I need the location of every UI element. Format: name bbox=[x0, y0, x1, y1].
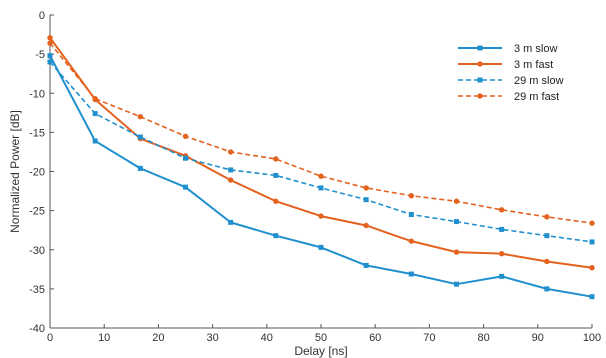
data-point bbox=[363, 197, 369, 203]
data-point bbox=[589, 265, 595, 271]
y-tick-label: -30 bbox=[29, 245, 45, 257]
data-point bbox=[408, 271, 414, 277]
x-tick-label: 40 bbox=[261, 332, 273, 344]
data-point bbox=[454, 219, 459, 225]
legend: 3 m slow 3 m fast 29 m slow 29 m fast bbox=[458, 43, 564, 103]
data-point bbox=[228, 167, 234, 173]
data-point bbox=[453, 249, 460, 255]
legend-label: 3 m fast bbox=[514, 59, 553, 71]
data-point bbox=[498, 250, 505, 257]
data-point bbox=[182, 133, 189, 139]
axes: 0 10 20 30 40 50 60 70 80 90 100 0 -5 -10 -15 -20 -25 -30… bbox=[29, 10, 601, 344]
x-tick-label: 50 bbox=[315, 332, 327, 344]
legend-marker bbox=[477, 45, 483, 51]
y-tick-label: -20 bbox=[29, 167, 45, 179]
data-point bbox=[273, 198, 279, 204]
legend-marker bbox=[477, 93, 483, 99]
x-tick-label: 100 bbox=[583, 332, 601, 344]
data-point bbox=[544, 286, 550, 292]
series-layer bbox=[47, 34, 595, 300]
data-point bbox=[589, 294, 595, 300]
x-tick-label: 20 bbox=[152, 332, 164, 344]
data-point bbox=[318, 213, 324, 219]
series-0 bbox=[47, 53, 595, 300]
data-point bbox=[137, 134, 143, 140]
y-tick-label: -10 bbox=[29, 88, 45, 100]
legend-label: 3 m slow bbox=[514, 43, 557, 55]
data-point bbox=[318, 173, 324, 179]
y-tick-label: -35 bbox=[29, 284, 45, 296]
data-point bbox=[453, 198, 460, 204]
data-point bbox=[47, 59, 53, 65]
x-tick-label: 60 bbox=[369, 332, 381, 344]
legend-label: 29 m fast bbox=[514, 91, 559, 103]
data-point bbox=[454, 281, 459, 287]
plot-background bbox=[50, 15, 592, 328]
data-point bbox=[183, 184, 188, 190]
x-tick-label: 70 bbox=[423, 332, 435, 344]
data-point bbox=[363, 222, 369, 229]
data-point bbox=[227, 149, 234, 155]
data-point bbox=[499, 226, 505, 232]
y-tick-label: -25 bbox=[29, 206, 45, 218]
data-point bbox=[544, 214, 550, 220]
data-point bbox=[227, 177, 234, 183]
data-point bbox=[92, 138, 98, 144]
data-point bbox=[363, 262, 369, 268]
data-point bbox=[273, 172, 279, 178]
y-tick-label: 0 bbox=[39, 10, 45, 22]
x-tick-label: 30 bbox=[206, 332, 218, 344]
data-point bbox=[499, 273, 505, 279]
data-point bbox=[363, 185, 369, 191]
data-point bbox=[273, 233, 279, 239]
data-point bbox=[544, 233, 550, 239]
y-tick-label: -40 bbox=[29, 323, 45, 335]
series-3 bbox=[47, 40, 595, 226]
data-point bbox=[47, 40, 53, 46]
data-point bbox=[318, 185, 324, 191]
y-tick-label: -15 bbox=[29, 127, 45, 139]
data-point bbox=[137, 114, 144, 120]
plot-area bbox=[50, 15, 592, 328]
x-axis-label: Delay [ns] bbox=[294, 344, 347, 358]
legend-marker bbox=[477, 77, 483, 83]
data-point bbox=[408, 212, 414, 218]
x-tick-label: 80 bbox=[477, 332, 489, 344]
data-point bbox=[137, 165, 143, 171]
data-point bbox=[92, 96, 98, 102]
data-point bbox=[589, 220, 595, 226]
data-point bbox=[47, 34, 53, 41]
data-point bbox=[544, 258, 550, 265]
x-tick-label: 10 bbox=[98, 332, 110, 344]
data-point bbox=[498, 207, 505, 213]
y-axis-label: Normalized Power [dB] bbox=[8, 110, 22, 233]
x-tick-label: 0 bbox=[47, 332, 53, 344]
data-point bbox=[408, 238, 415, 244]
data-point bbox=[318, 244, 324, 250]
x-tick-label: 90 bbox=[532, 332, 544, 344]
data-point bbox=[92, 111, 98, 117]
legend-marker bbox=[477, 61, 483, 67]
data-point bbox=[183, 155, 188, 161]
data-point bbox=[273, 156, 279, 162]
data-point bbox=[47, 53, 53, 59]
data-point bbox=[408, 193, 415, 199]
legend-label: 29 m slow bbox=[514, 75, 564, 87]
series-2 bbox=[47, 59, 595, 245]
data-point bbox=[228, 219, 234, 225]
data-point bbox=[589, 239, 595, 245]
y-tick-label: -5 bbox=[35, 49, 45, 61]
